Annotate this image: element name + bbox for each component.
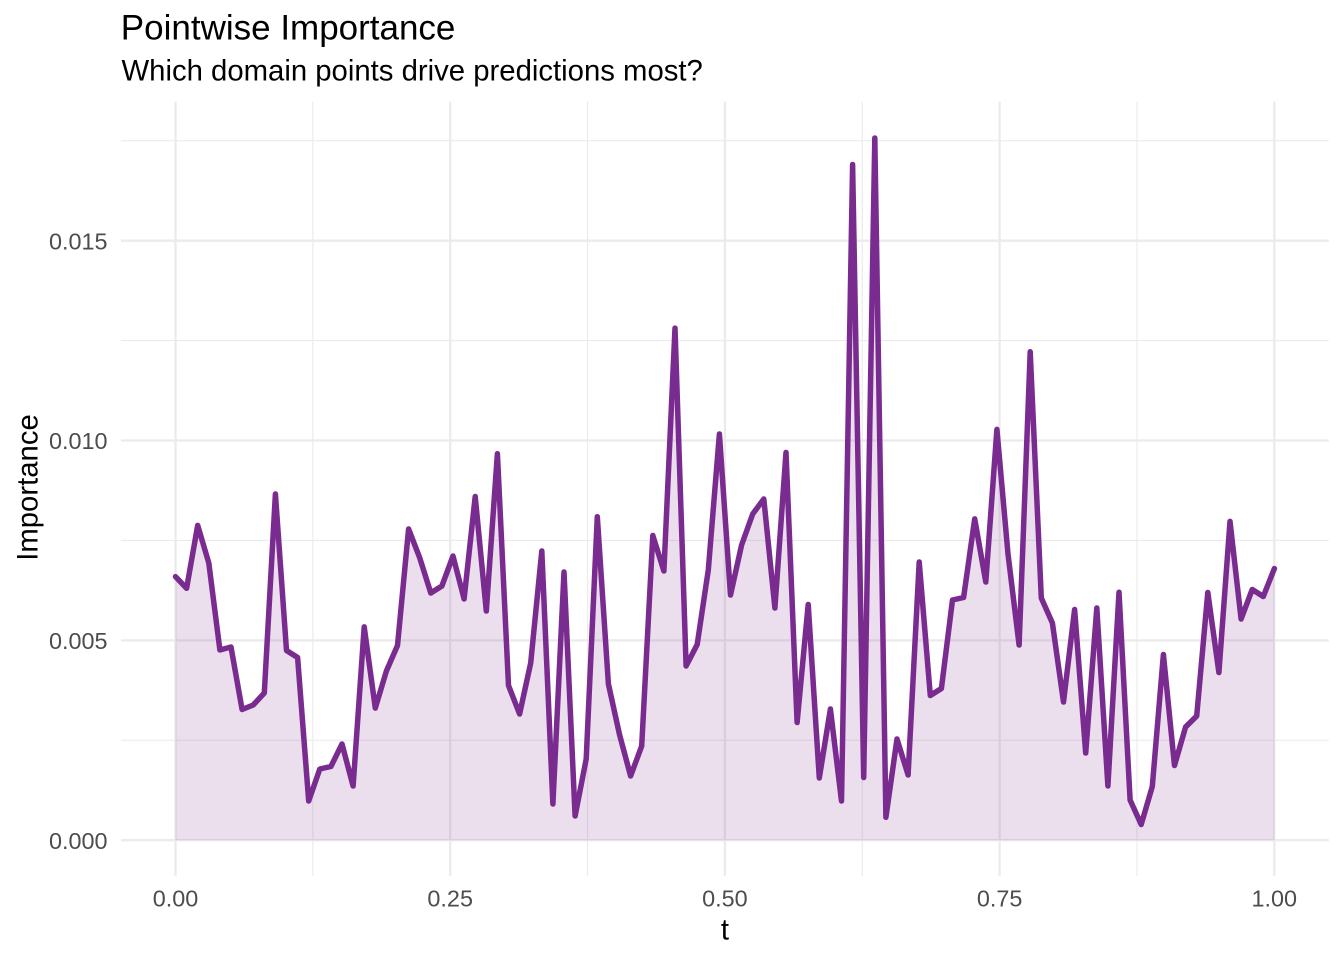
svg-text:0.75: 0.75 bbox=[977, 885, 1023, 911]
svg-text:Pointwise Importance: Pointwise Importance bbox=[121, 9, 456, 48]
svg-text:t: t bbox=[721, 914, 729, 947]
svg-text:Which domain points drive pred: Which domain points drive predictions mo… bbox=[122, 55, 703, 88]
svg-text:0.015: 0.015 bbox=[49, 228, 108, 254]
svg-text:0.25: 0.25 bbox=[427, 885, 473, 911]
svg-text:0.00: 0.00 bbox=[153, 885, 199, 911]
svg-text:0.50: 0.50 bbox=[702, 885, 748, 911]
svg-text:0.000: 0.000 bbox=[49, 828, 108, 854]
svg-text:Importance: Importance bbox=[12, 414, 45, 561]
svg-text:0.005: 0.005 bbox=[49, 628, 108, 654]
svg-text:1.00: 1.00 bbox=[1252, 885, 1298, 911]
svg-text:0.010: 0.010 bbox=[49, 428, 108, 454]
